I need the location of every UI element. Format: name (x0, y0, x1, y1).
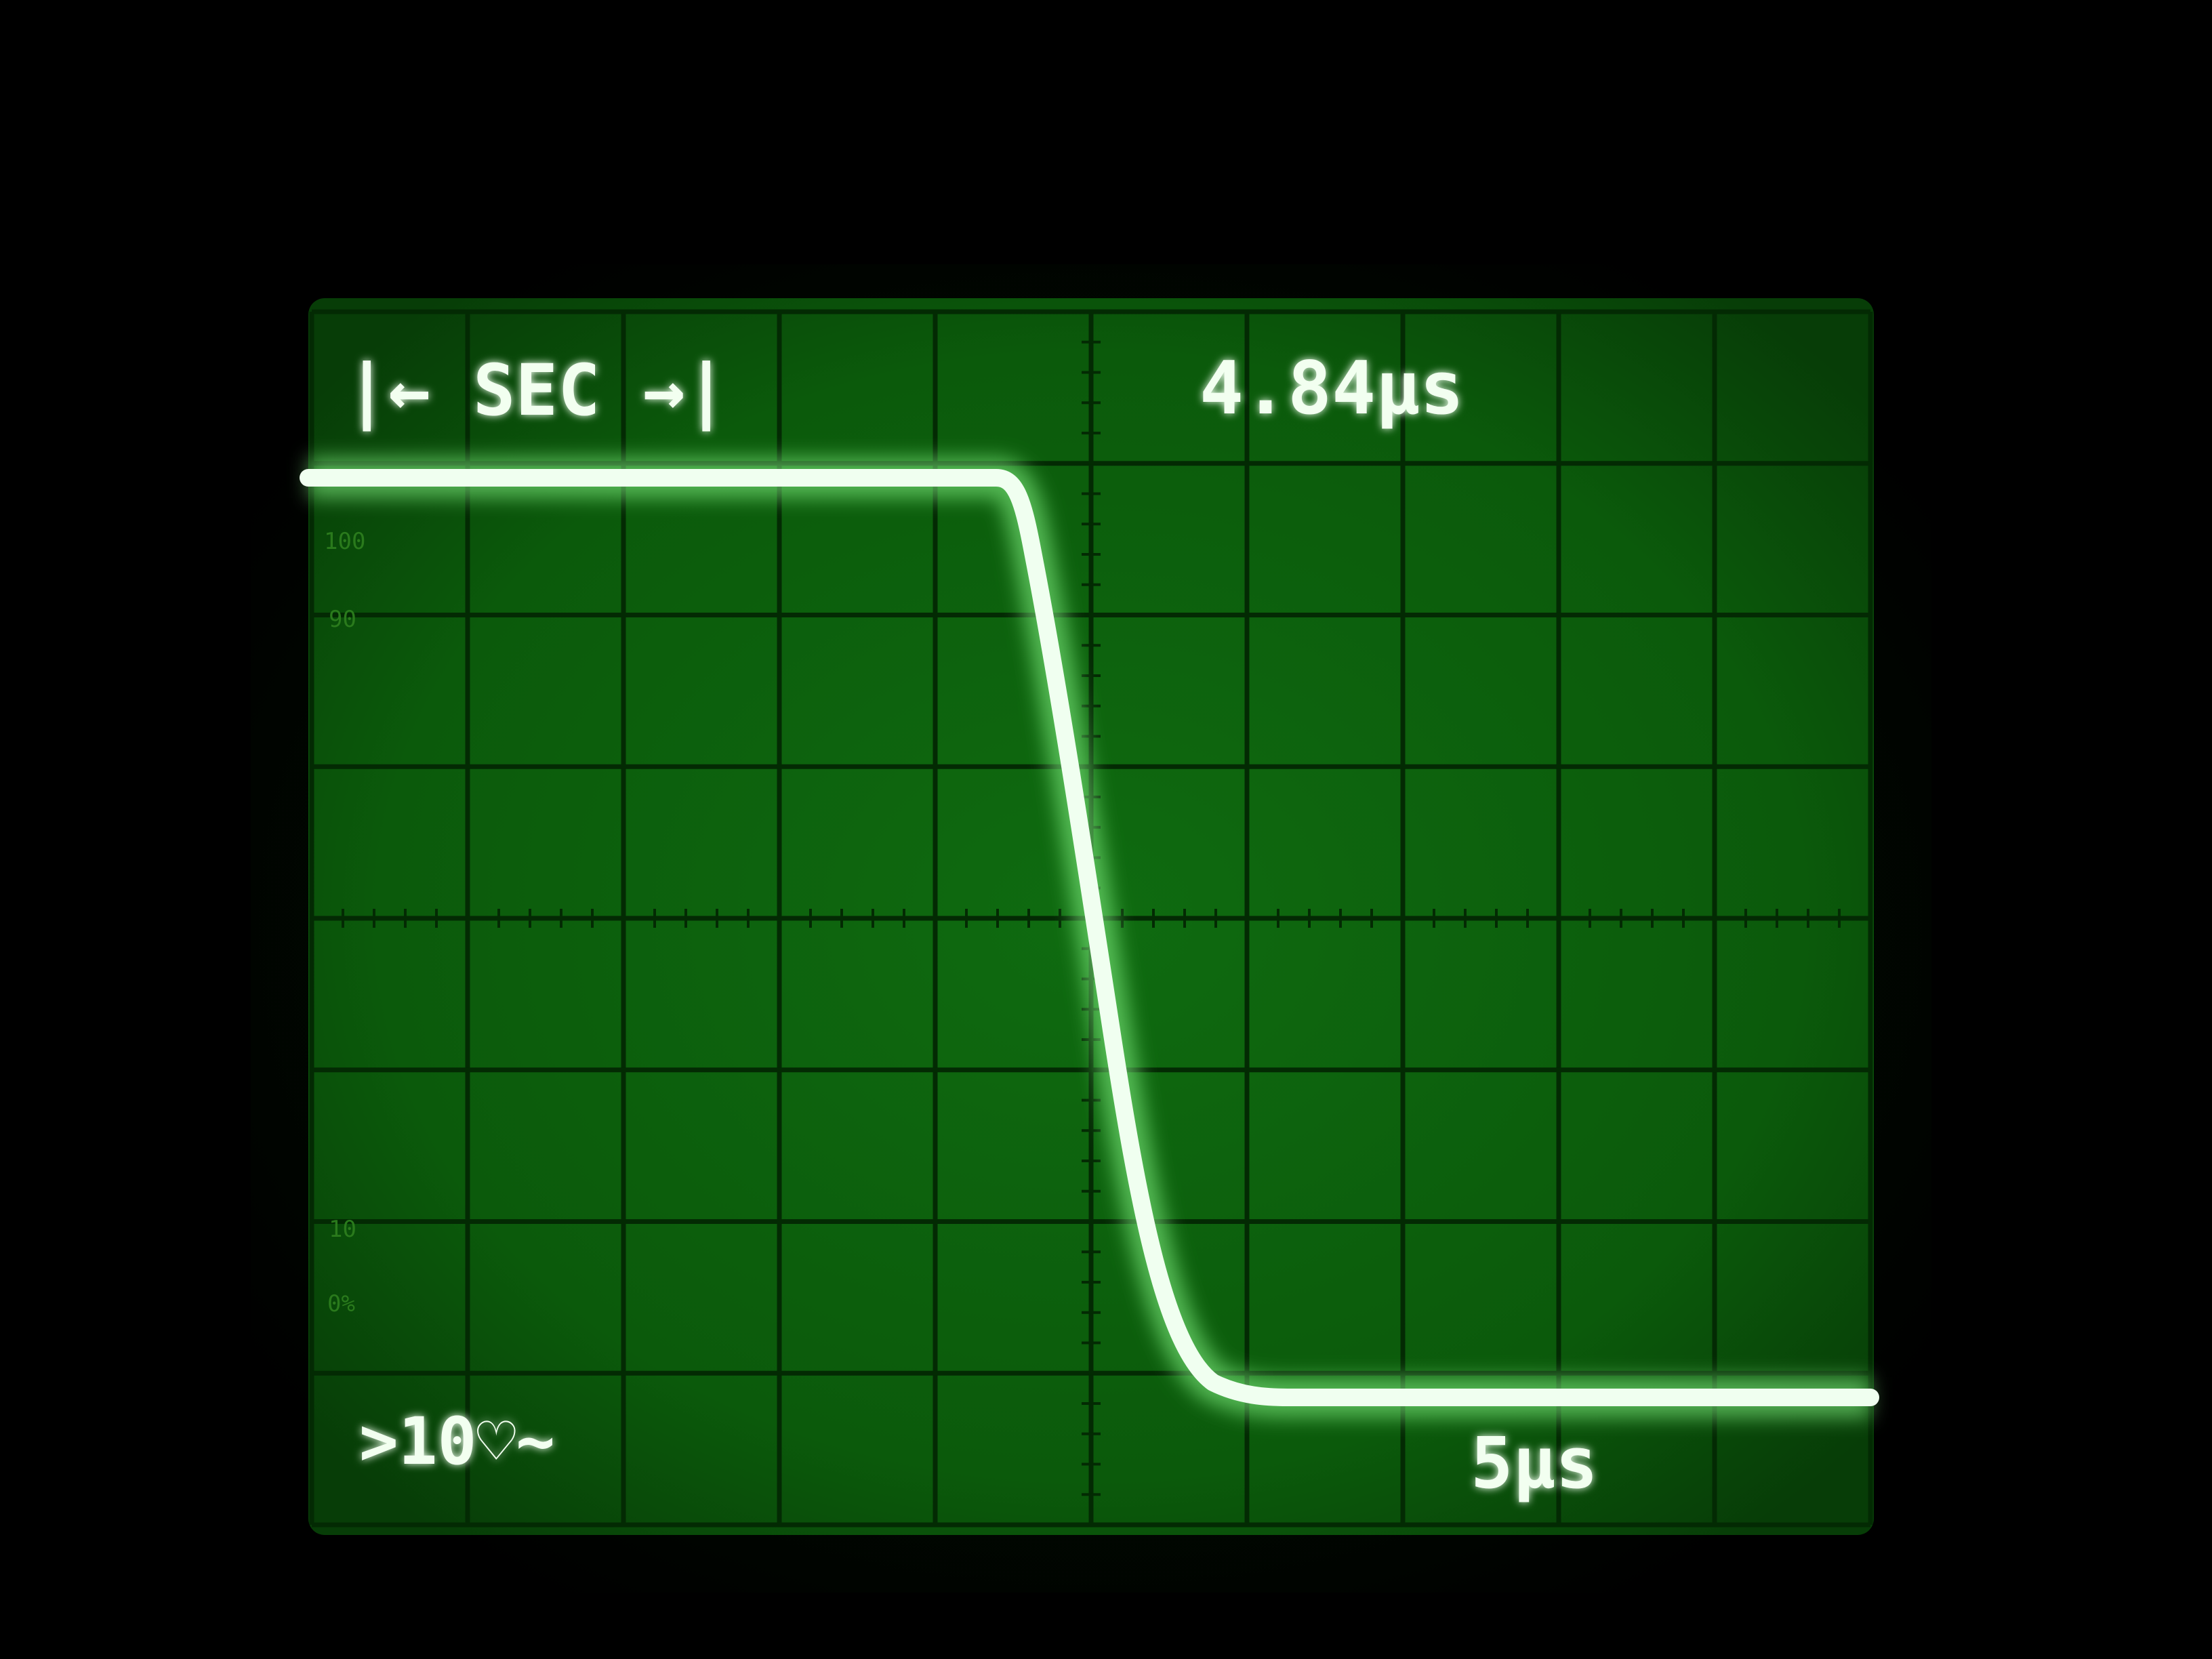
graticule-label-10: 10 (329, 1216, 356, 1243)
graticule-label-100: 100 (324, 528, 365, 555)
waveform-trace (300, 469, 1879, 1406)
timebase-readout: 5µs (1471, 1422, 1598, 1504)
trigger-info-readout: >10♡~ (359, 1404, 555, 1479)
mode-label: |← SEC →| (346, 349, 728, 432)
graticule-label-0: 0% (327, 1290, 355, 1317)
cursor-delta-readout: 4.84µs (1200, 346, 1464, 431)
graticule-label-90: 90 (329, 606, 356, 633)
